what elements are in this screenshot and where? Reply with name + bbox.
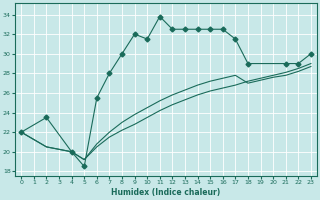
X-axis label: Humidex (Indice chaleur): Humidex (Indice chaleur) (111, 188, 221, 197)
